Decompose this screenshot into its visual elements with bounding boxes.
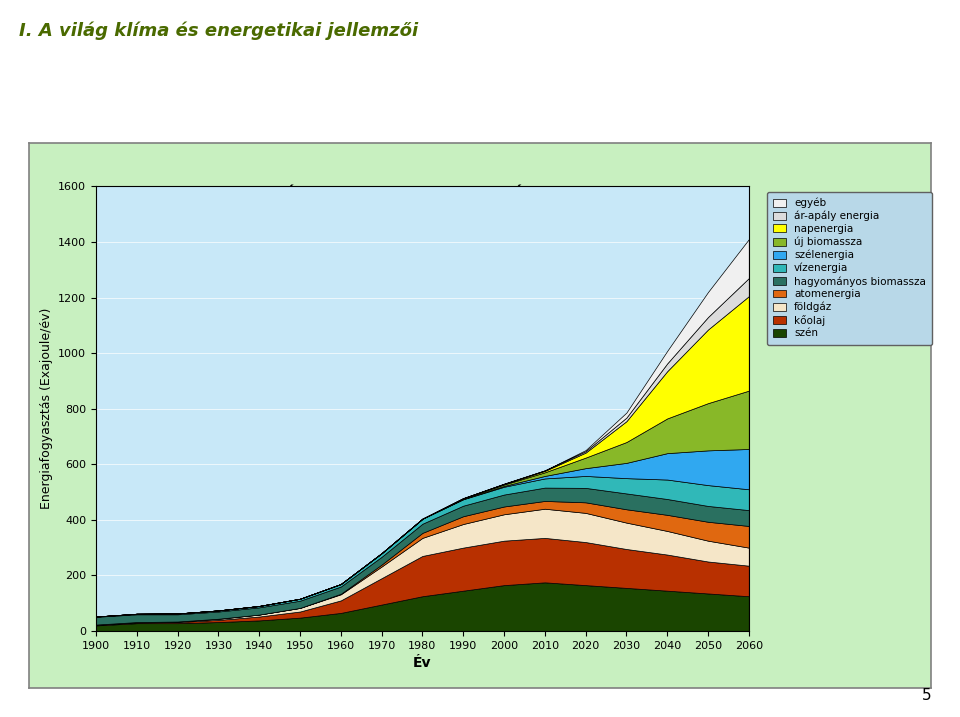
Y-axis label: Energiafogyasztás (Exajoule/év): Energiafogyasztás (Exajoule/év) xyxy=(39,308,53,509)
Legend: egyéb, ár-apály energia, napenergia, új biomassza, szélenergia, vízenergia, hagy: egyéb, ár-apály energia, napenergia, új … xyxy=(767,191,932,345)
X-axis label: Év: Év xyxy=(413,656,432,670)
Text: I. A világ klíma és energetikai jellemzői: I. A világ klíma és energetikai jellemző… xyxy=(19,22,419,40)
Text: A VILÁG ENERGIAFOGYASZTÁSA 2060-IG: A VILÁG ENERGIAFOGYASZTÁSA 2060-IG xyxy=(232,187,637,205)
Text: 5: 5 xyxy=(922,688,931,703)
